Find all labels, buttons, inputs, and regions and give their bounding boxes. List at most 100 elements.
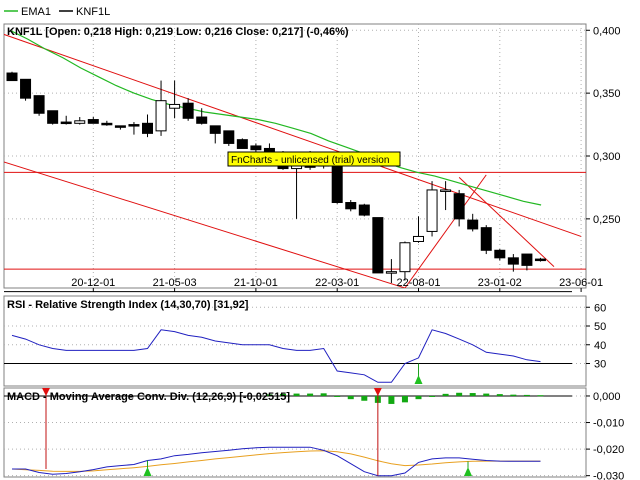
- candle-body: [223, 130, 235, 144]
- macd-sell-arrow-0[interactable]: [42, 388, 50, 396]
- price-lines: [0, 28, 586, 288]
- rsi-line: [11, 329, 541, 383]
- candle[interactable]: [358, 203, 370, 217]
- candle[interactable]: [196, 108, 208, 125]
- candle[interactable]: [74, 117, 86, 125]
- candle[interactable]: [182, 98, 194, 121]
- candle[interactable]: [223, 130, 235, 146]
- candle-body: [372, 217, 384, 274]
- price-xtick-label-0: 20-12-01: [71, 277, 115, 289]
- candle[interactable]: [169, 80, 181, 119]
- candle-body: [345, 202, 357, 210]
- candle[interactable]: [507, 254, 519, 272]
- rsi-buy-arrow-0[interactable]: [414, 375, 423, 384]
- candle[interactable]: [494, 249, 506, 261]
- candle[interactable]: [128, 122, 140, 135]
- macd-histogram-bar: [510, 394, 517, 396]
- macd-histogram-bar: [469, 393, 476, 396]
- legend-label-1: KNF1L: [76, 6, 110, 18]
- candle[interactable]: [467, 213, 479, 232]
- candle-body: [47, 110, 59, 124]
- macd-histogram-bar: [266, 394, 273, 396]
- candle[interactable]: [20, 78, 32, 101]
- candle[interactable]: [345, 200, 357, 212]
- candle-body: [426, 189, 438, 232]
- candle[interactable]: [33, 95, 45, 116]
- trendline-3[interactable]: [458, 177, 555, 267]
- candle-body: [440, 189, 452, 192]
- candle[interactable]: [521, 253, 533, 271]
- candle[interactable]: [399, 241, 411, 281]
- ema-line: [9, 29, 542, 206]
- candle[interactable]: [155, 80, 167, 136]
- macd-histogram-bar: [483, 393, 490, 396]
- price-pane[interactable]: FnCharts - unlicensed (trial) version KNF…: [0, 23, 621, 292]
- rsi-ytick-label-3: 60: [594, 302, 606, 314]
- macd-histogram-bar: [293, 393, 300, 396]
- macd-pane[interactable]: MACD - Moving Average Conv. Div. (12,26,…: [3, 387, 624, 480]
- candle[interactable]: [60, 115, 72, 125]
- rsi-ytick-label-2: 50: [594, 321, 606, 333]
- watermark-box: [227, 151, 401, 167]
- candle-body: [101, 122, 113, 126]
- candle[interactable]: [385, 259, 397, 283]
- candle-body: [399, 242, 411, 273]
- candle[interactable]: [480, 225, 492, 255]
- candle-body: [142, 122, 153, 134]
- macd-ytick-label-1: -0,010: [593, 418, 624, 430]
- candle[interactable]: [114, 125, 126, 130]
- candle[interactable]: [142, 114, 153, 138]
- candle[interactable]: [47, 110, 59, 125]
- macd-histogram-bar: [320, 393, 327, 396]
- macd-buy-arrow-1[interactable]: [143, 467, 152, 476]
- macd-sell-arrow-2[interactable]: [373, 388, 382, 396]
- candle-body: [169, 103, 181, 109]
- macd-buy-arrow-3[interactable]: [464, 467, 472, 476]
- candle[interactable]: [6, 71, 18, 82]
- candle-body: [6, 72, 18, 82]
- candle-body: [236, 139, 248, 149]
- candle[interactable]: [426, 181, 438, 237]
- trendline-0[interactable]: [0, 28, 582, 237]
- macd-histogram-bar: [280, 393, 286, 396]
- price-ytick-label-1: 0,300: [593, 151, 621, 163]
- candle-body: [480, 227, 492, 251]
- price-ytick-label-2: 0,350: [593, 88, 621, 100]
- candle[interactable]: [209, 125, 221, 144]
- macd-histogram-bar: [429, 395, 436, 397]
- price-xtick-label-3: 22-03-01: [315, 277, 359, 289]
- rsi-pane[interactable]: RSI - Relative Strength Index (14,30,70)…: [3, 291, 606, 387]
- candle-body: [182, 102, 194, 119]
- candle-body: [507, 257, 519, 265]
- trendline-2[interactable]: [404, 174, 487, 288]
- legend: EMA1 KNF1L: [4, 6, 110, 18]
- macd-histogram-bar: [361, 395, 368, 401]
- candle[interactable]: [534, 257, 546, 262]
- candle[interactable]: [372, 217, 384, 274]
- candle-body: [385, 271, 397, 274]
- macd-histogram-bar: [334, 395, 341, 397]
- macd-histogram-bar: [523, 394, 530, 396]
- watermark: FnCharts - unlicensed (trial) version: [227, 151, 401, 167]
- macd-histogram-bar: [456, 392, 463, 396]
- trendline-1[interactable]: [0, 156, 406, 288]
- candle[interactable]: [440, 181, 452, 211]
- candle-body: [250, 145, 262, 151]
- candle[interactable]: [101, 120, 113, 126]
- candle[interactable]: [236, 138, 248, 149]
- macd-pane-frame: [3, 387, 587, 478]
- macd-title: MACD - Moving Average Conv. Div. (12,26,…: [7, 391, 290, 403]
- macd-line: [12, 446, 541, 477]
- candle-body: [20, 78, 32, 99]
- candle-body: [331, 160, 343, 204]
- candle-body: [534, 258, 546, 262]
- candle-body: [155, 100, 167, 132]
- candle[interactable]: [413, 216, 424, 243]
- macd-signal-line: [11, 450, 541, 472]
- macd-histogram-bar: [415, 395, 422, 400]
- candle-body: [114, 125, 126, 128]
- candle[interactable]: [453, 189, 465, 227]
- candle[interactable]: [87, 117, 99, 124]
- rsi-ytick-label-1: 40: [594, 340, 606, 352]
